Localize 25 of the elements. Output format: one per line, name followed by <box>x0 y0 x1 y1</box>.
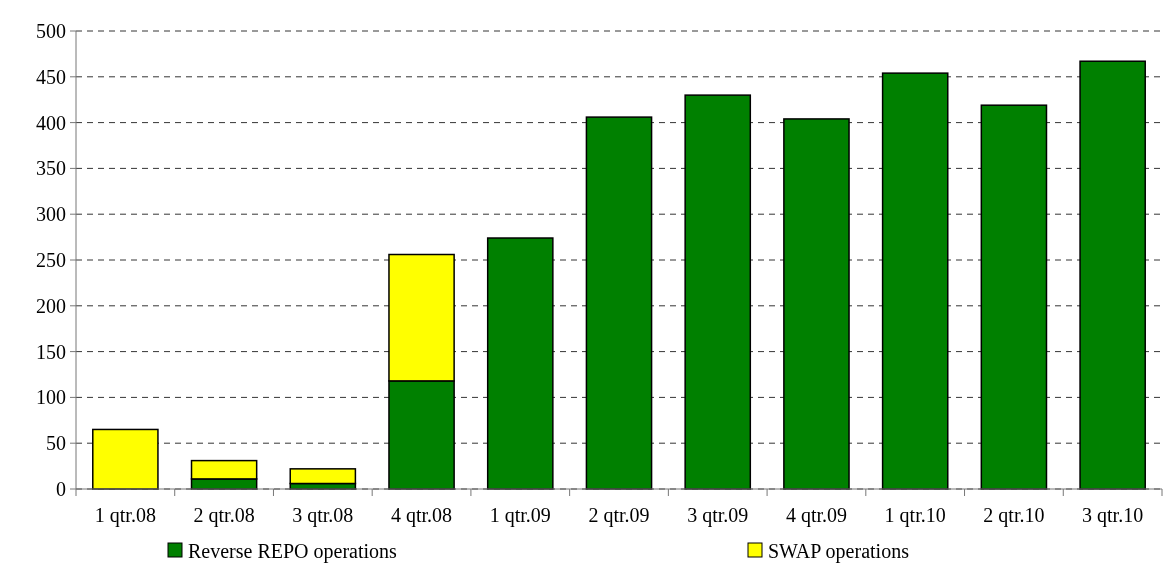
x-tick-label: 3 qtr.10 <box>1082 504 1144 527</box>
y-tick-label: 100 <box>36 386 66 409</box>
y-tick-label: 0 <box>56 478 66 500</box>
x-tick-label: 1 qtr.10 <box>884 504 946 527</box>
x-tick-label: 2 qtr.10 <box>983 504 1045 527</box>
y-tick-label: 350 <box>36 157 66 180</box>
x-tick-label: 4 qtr.08 <box>390 504 453 527</box>
legend-label: SWAP operations <box>768 540 910 563</box>
y-tick-label: 500 <box>36 20 66 42</box>
x-tick-label: 2 qtr.09 <box>588 504 650 527</box>
x-tick-label: 1 qtr.08 <box>94 504 156 527</box>
x-tick-label: 3 qtr.08 <box>292 504 354 527</box>
y-tick-label: 300 <box>36 203 66 226</box>
y-tick-label: 50 <box>46 432 66 455</box>
x-tick-label: 2 qtr.08 <box>193 504 255 527</box>
y-tick-label: 450 <box>36 65 66 88</box>
x-tick-label: 3 qtr.09 <box>687 504 749 527</box>
y-tick-label: 200 <box>36 294 66 317</box>
x-tick-label: 4 qtr.09 <box>785 504 848 527</box>
bar <box>289 468 357 485</box>
y-tick-label: 150 <box>36 340 66 363</box>
legend-label: Reverse REPO operations <box>188 540 398 563</box>
x-tick-label: 1 qtr.09 <box>489 504 551 527</box>
y-tick-label: 250 <box>36 249 66 271</box>
y-tick-label: 400 <box>36 111 66 134</box>
